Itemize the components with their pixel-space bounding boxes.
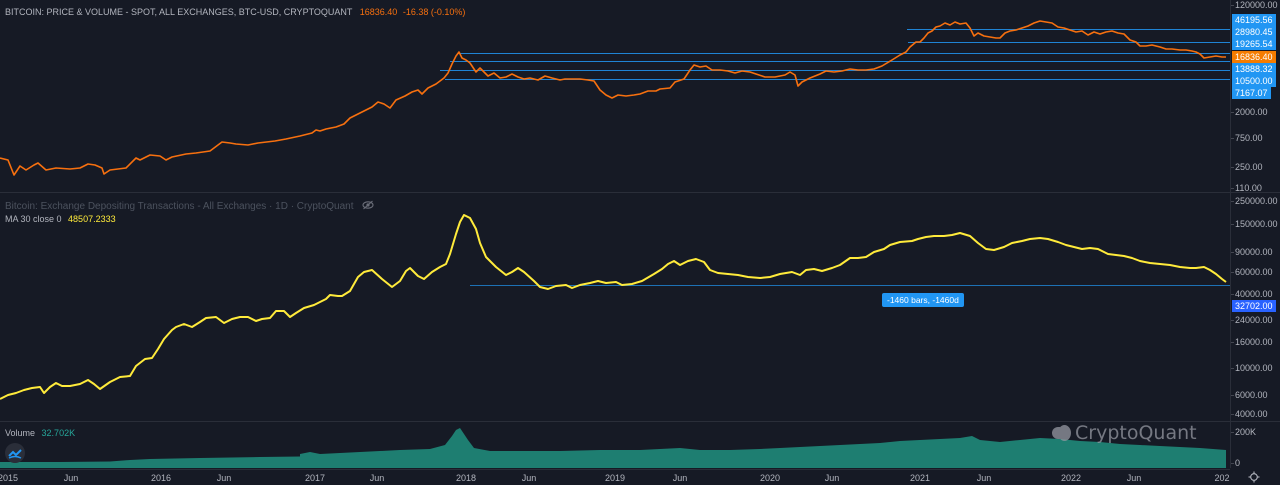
current-price-label: 16836.40 xyxy=(1232,51,1276,63)
ma-pane-title: Bitcoin: Exchange Depositing Transaction… xyxy=(5,201,354,212)
time-tick: Jun xyxy=(216,473,232,483)
time-axis[interactable]: 2015 Jun 2016 Jun 2017 Jun 2018 Jun 2019… xyxy=(0,469,1230,485)
ma-tick: 150000.00 xyxy=(1231,219,1278,229)
time-tick: Jun xyxy=(672,473,688,483)
price-tick: 110.00 xyxy=(1231,183,1262,193)
ma-label: MA 30 close 0 xyxy=(5,214,62,224)
ma-tick: 16000.00 xyxy=(1231,337,1273,347)
level-label: 46195.56 xyxy=(1232,14,1276,26)
volume-legend: Volume 32.702K xyxy=(5,428,75,438)
time-tick: Jun xyxy=(521,473,537,483)
time-tick: 2017 xyxy=(304,473,326,483)
ma-current-label: 32702.00 xyxy=(1232,300,1276,312)
price-legend: BITCOIN: PRICE & VOLUME - SPOT, ALL EXCH… xyxy=(5,7,465,17)
time-tick: Jun xyxy=(63,473,79,483)
ma-tick: 90000.00 xyxy=(1231,247,1273,257)
time-tick: 2016 xyxy=(150,473,172,483)
ma-chart xyxy=(0,214,1230,400)
time-tick: Jun xyxy=(1126,473,1142,483)
level-label: 28980.45 xyxy=(1232,26,1276,38)
volume-tick: 0 xyxy=(1230,458,1241,468)
ma-tick: 6000.00 xyxy=(1231,390,1268,400)
level-label: 10500.00 xyxy=(1232,75,1276,87)
volume-tick: 200K xyxy=(1230,427,1257,437)
measure-badge: -1460 bars, -1460d xyxy=(882,293,964,307)
time-tick: 2019 xyxy=(604,473,626,483)
price-pane[interactable]: BITCOIN: PRICE & VOLUME - SPOT, ALL EXCH… xyxy=(0,0,1230,192)
price-change: -16.38 (-0.10%) xyxy=(402,7,466,17)
watermark-text: CryptoQuant xyxy=(1075,422,1197,444)
time-tick: 2020 xyxy=(759,473,781,483)
ma-tick: 250000.00 xyxy=(1231,196,1278,206)
ma-tick: 60000.00 xyxy=(1231,267,1273,277)
ma-pane[interactable]: Bitcoin: Exchange Depositing Transaction… xyxy=(0,193,1230,421)
ma-pane-legend: Bitcoin: Exchange Depositing Transaction… xyxy=(5,199,374,212)
pane-separator[interactable] xyxy=(0,421,1280,422)
ma-indicator-legend: MA 30 close 0 48507.2333 xyxy=(5,214,116,224)
time-tick: 2018 xyxy=(455,473,477,483)
price-axis[interactable]: 120000.00 46195.56 28980.45 19265.54 168… xyxy=(1230,0,1280,193)
cryptoquant-logo-icon xyxy=(1052,425,1071,441)
ma-tick: 10000.00 xyxy=(1231,363,1273,373)
price-tick: 250.00 xyxy=(1231,162,1263,172)
volume-label: Volume xyxy=(5,428,36,438)
ma-tick: 24000.00 xyxy=(1231,315,1273,325)
price-tick: 2000.00 xyxy=(1231,107,1268,117)
time-tick: Jun xyxy=(824,473,840,483)
price-last-value: 16836.40 xyxy=(359,7,398,17)
time-tick: Jun xyxy=(369,473,385,483)
cryptoquant-watermark: CryptoQuant xyxy=(1052,422,1197,444)
pane-separator[interactable] xyxy=(0,192,1280,193)
time-tick: 2021 xyxy=(909,473,931,483)
visibility-hidden-icon[interactable] xyxy=(362,199,374,212)
level-label: 13888.32 xyxy=(1232,63,1276,75)
price-tick: 120000.00 xyxy=(1231,0,1278,10)
ma-tick: 4000.00 xyxy=(1231,409,1268,419)
cryptoquant-badge-icon[interactable] xyxy=(5,443,25,463)
price-legend-title: BITCOIN: PRICE & VOLUME - SPOT, ALL EXCH… xyxy=(5,7,353,17)
ma-tick: 40000.00 xyxy=(1231,289,1273,299)
price-chart xyxy=(0,20,1230,176)
volume-value: 32.702K xyxy=(41,428,76,438)
chart-settings-gear-icon[interactable] xyxy=(1248,471,1260,483)
ma-axis[interactable]: 250000.00 150000.00 90000.00 60000.00 40… xyxy=(1230,193,1280,421)
volume-chart xyxy=(0,428,1226,468)
time-tick: 2022 xyxy=(1060,473,1082,483)
time-tick: 202 xyxy=(1214,473,1230,483)
volume-pane[interactable]: Volume 32.702K CryptoQuant xyxy=(0,422,1230,468)
ma-value: 48507.2333 xyxy=(68,214,116,224)
volume-axis[interactable]: 200K 0 xyxy=(1230,422,1280,468)
level-label: 19265.54 xyxy=(1232,38,1276,50)
level-label: 7167.07 xyxy=(1232,87,1271,99)
time-tick: Jun xyxy=(976,473,992,483)
price-tick: 750.00 xyxy=(1231,133,1263,143)
time-tick: 2015 xyxy=(0,473,19,483)
